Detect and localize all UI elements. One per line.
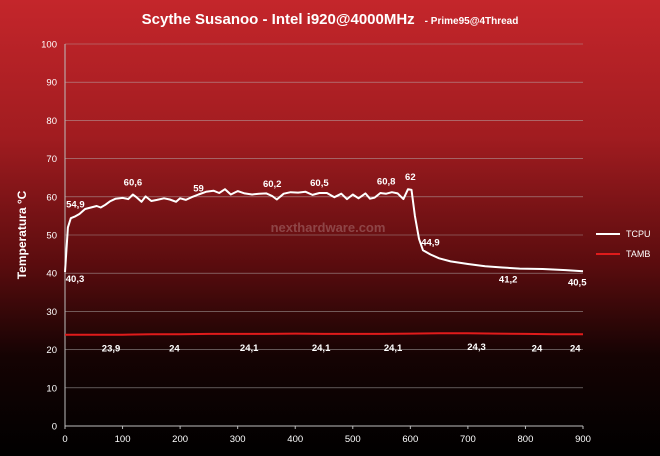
y-tick-label: 50 bbox=[46, 231, 57, 242]
y-tick-label: 100 bbox=[41, 40, 57, 51]
data-label: 24 bbox=[570, 343, 581, 354]
legend-label-tamb: TAMB bbox=[626, 249, 650, 259]
y-tick-label: 20 bbox=[46, 345, 57, 356]
data-labels: 40,3 54,9 60,6 59 60,2 60,5 60,8 62 44,9 41,2 40,5… bbox=[66, 172, 587, 355]
data-label: 24,1 bbox=[312, 343, 331, 354]
x-tick-label: 800 bbox=[518, 434, 534, 445]
data-label: 44,9 bbox=[421, 237, 440, 248]
series-lines bbox=[64, 188, 584, 336]
x-tick-label: 500 bbox=[345, 434, 361, 445]
data-label: 59 bbox=[193, 184, 204, 195]
data-label: 60,5 bbox=[310, 178, 329, 189]
data-label: 60,2 bbox=[263, 179, 282, 190]
x-tick-label: 400 bbox=[287, 434, 303, 445]
data-label: 40,3 bbox=[66, 274, 85, 285]
data-label: 23,9 bbox=[102, 344, 121, 355]
grid-lines bbox=[65, 43, 583, 389]
x-tick-label: 200 bbox=[172, 434, 188, 445]
series-line-tamb bbox=[65, 332, 583, 336]
y-axis-label: Temperatura °C bbox=[15, 190, 29, 279]
data-label: 62 bbox=[405, 172, 416, 183]
x-tick-label: 0 bbox=[62, 434, 67, 445]
y-tick-label: 10 bbox=[46, 383, 57, 394]
watermark: nexthardware.com bbox=[271, 220, 386, 235]
y-tick-label: 60 bbox=[46, 192, 57, 203]
data-label: 24 bbox=[169, 343, 180, 354]
data-label: 24,1 bbox=[240, 343, 259, 354]
x-tick-label: 100 bbox=[115, 434, 131, 445]
x-tick-label: 700 bbox=[460, 434, 476, 445]
chart-title-main: Scythe Susanoo - Intel i920@4000MHz bbox=[142, 11, 415, 28]
legend-label-tcpu: TCPU bbox=[626, 229, 651, 239]
chart-subtitle: - Prime95@4Thread bbox=[425, 16, 519, 27]
series-line-tcpu bbox=[64, 188, 584, 273]
data-label: 24 bbox=[532, 343, 543, 354]
y-tick-label: 0 bbox=[52, 422, 57, 433]
data-label: 60,8 bbox=[377, 177, 396, 188]
y-tick-label: 90 bbox=[46, 78, 57, 89]
y-tick-label: 30 bbox=[46, 307, 57, 318]
y-tick-label: 80 bbox=[46, 116, 57, 127]
data-label: 40,5 bbox=[568, 277, 587, 288]
axes: 0 10 20 30 40 50 60 70 80 90 100 0 100 200 300 400 500 60… bbox=[41, 40, 591, 446]
data-label: 60,6 bbox=[124, 178, 143, 189]
chart-title: Scythe Susanoo - Intel i920@4000MHz - Pr… bbox=[142, 11, 519, 28]
x-tick-label: 600 bbox=[402, 434, 418, 445]
data-label: 54,9 bbox=[66, 199, 85, 210]
data-label: 24,3 bbox=[467, 342, 486, 353]
x-tick-label: 300 bbox=[230, 434, 246, 445]
y-tick-label: 40 bbox=[46, 269, 57, 280]
y-tick-label: 70 bbox=[46, 154, 57, 165]
x-tick-label: 900 bbox=[575, 434, 591, 445]
data-label: 24,1 bbox=[384, 343, 403, 354]
legend: TCPU TAMB bbox=[596, 229, 651, 259]
data-label: 41,2 bbox=[499, 275, 518, 286]
